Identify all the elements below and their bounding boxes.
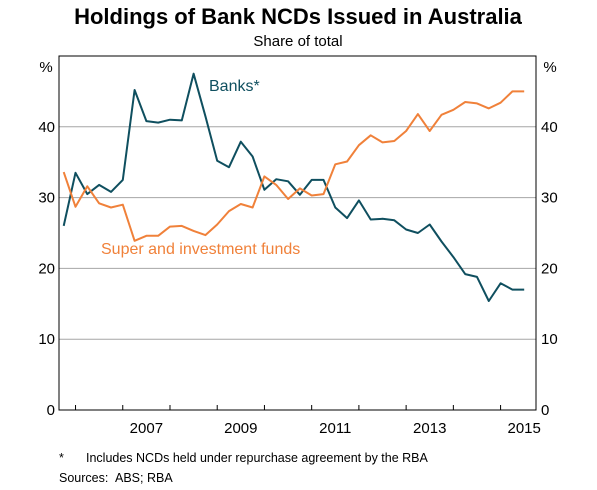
x-tick-label-2009: 2009 xyxy=(224,420,257,437)
chart-title: Holdings of Bank NCDs Issued in Australi… xyxy=(74,4,523,29)
y-axis-unit-left: % xyxy=(39,59,52,76)
y-tick-right-30: 30 xyxy=(541,190,558,207)
y-tick-right-40: 40 xyxy=(541,119,558,136)
y-tick-left-10: 10 xyxy=(38,331,55,348)
x-tick-label-2007: 2007 xyxy=(130,420,163,437)
series-line-banks xyxy=(62,72,525,302)
y-tick-right-20: 20 xyxy=(541,260,558,277)
series-line-super-funds xyxy=(62,90,525,242)
sources-label: Sources: xyxy=(59,471,108,485)
y-tick-right-10: 10 xyxy=(541,331,558,348)
y-tick-left-20: 20 xyxy=(38,260,55,277)
plot-frame xyxy=(58,55,537,411)
x-tick-label-2015: 2015 xyxy=(508,420,541,437)
x-axis-ticks: 2007 2009 2011 2013 2015 xyxy=(75,405,541,437)
footnote-text: Includes NCDs held under repurchase agre… xyxy=(86,451,429,465)
grid-lines xyxy=(59,126,536,340)
y-tick-left-30: 30 xyxy=(38,190,55,207)
series-label-super-funds: Super and investment funds xyxy=(101,241,300,258)
y-tick-right-0: 0 xyxy=(541,402,549,419)
sources-text: ABS; RBA xyxy=(115,471,173,485)
series-label-banks: Banks* xyxy=(209,78,260,95)
x-tick-label-2013: 2013 xyxy=(413,420,446,437)
footnote-marker: * xyxy=(59,451,64,465)
y-axis-labels: 0 0 10 10 20 20 30 30 40 40 xyxy=(38,119,557,419)
y-axis-unit-right: % xyxy=(543,59,556,76)
x-tick-label-2011: 2011 xyxy=(319,420,351,437)
series-lines xyxy=(62,72,525,302)
y-tick-left-40: 40 xyxy=(38,119,55,136)
y-tick-left-0: 0 xyxy=(47,402,55,419)
chart-subtitle: Share of total xyxy=(253,33,342,50)
